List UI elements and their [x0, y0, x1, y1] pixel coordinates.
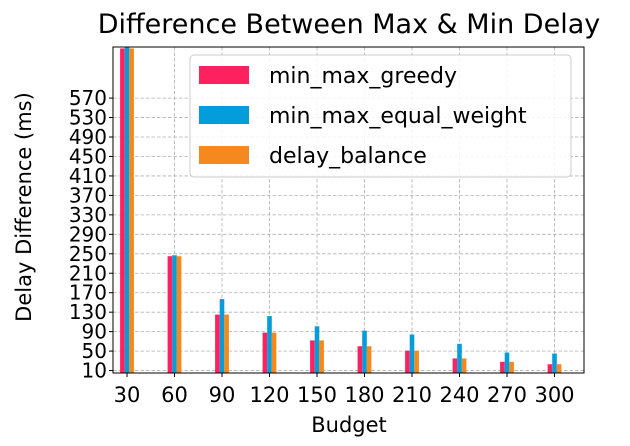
- plot-frame: [112, 46, 585, 374]
- y-tick-label: 370: [69, 183, 107, 207]
- x-axis-label: Budget: [311, 413, 387, 437]
- bar-min_max_greedy: [310, 340, 315, 373]
- bar-delay_balance: [271, 332, 277, 373]
- bar-delay_balance: [319, 340, 324, 373]
- bar-min_max_greedy: [215, 314, 220, 373]
- bar-min_max_equal_weight: [172, 255, 177, 373]
- bar-delay_balance: [366, 346, 372, 373]
- bar-min_max_greedy: [452, 358, 458, 373]
- y-tick-label: 250: [69, 242, 107, 266]
- x-tick-label: 150: [297, 383, 337, 407]
- x-tick-label: 60: [161, 383, 188, 407]
- bar-min_max_equal_weight: [552, 353, 557, 373]
- bar-min_max_equal_weight: [457, 343, 462, 373]
- bar-delay_balance: [414, 350, 419, 373]
- legend-swatch: [199, 106, 249, 124]
- bar-delay_balance: [556, 364, 562, 373]
- bar-min_max_equal_weight: [504, 352, 510, 373]
- bar-delay_balance: [129, 48, 134, 373]
- bar-delay_balance: [224, 314, 229, 373]
- y-axis-label: Delay Difference (ms): [12, 92, 36, 322]
- legend-label: delay_balance: [269, 144, 427, 169]
- bar-min_max_equal_weight: [124, 47, 130, 373]
- x-tick-label: 90: [209, 383, 236, 407]
- x-tick-label: 270: [487, 383, 527, 407]
- y-tick-label: 10: [82, 359, 107, 383]
- y-tick-label: 210: [69, 261, 107, 285]
- x-tick-label: 120: [249, 383, 289, 407]
- legend-label: min_max_greedy: [269, 64, 457, 89]
- y-tick-label: 530: [69, 106, 107, 130]
- bar-delay_balance: [461, 358, 467, 373]
- bar-min_max_greedy: [405, 350, 410, 373]
- bar-min_max_equal_weight: [219, 299, 225, 373]
- bar-min_max_equal_weight: [362, 330, 367, 373]
- y-tick-label: 170: [69, 281, 107, 305]
- bar-min_max_greedy: [167, 256, 173, 373]
- bar-min_max_greedy: [547, 364, 553, 373]
- bar-min_max_equal_weight: [267, 316, 272, 373]
- y-tick-label: 290: [69, 222, 107, 246]
- bar-min_max_equal_weight: [314, 326, 320, 373]
- bar-min_max_equal_weight: [409, 334, 415, 373]
- y-tick-label: 50: [82, 339, 107, 363]
- bar-delay_balance: [509, 361, 514, 373]
- x-tick-label: 30: [114, 383, 141, 407]
- legend-swatch: [199, 66, 249, 84]
- bar-min_max_greedy: [500, 361, 505, 373]
- axis-ticks: 1050901301702102502903303704104504905305…: [69, 86, 575, 407]
- bar-min_max_greedy: [357, 346, 363, 373]
- x-tick-label: 180: [344, 383, 384, 407]
- x-tick-label: 210: [392, 383, 432, 407]
- x-tick-label: 240: [439, 383, 479, 407]
- bar-min_max_greedy: [120, 48, 125, 373]
- y-tick-label: 410: [69, 164, 107, 188]
- y-tick-label: 490: [69, 125, 107, 149]
- legend-label: min_max_equal_weight: [269, 104, 527, 129]
- y-tick-label: 330: [69, 203, 107, 227]
- y-tick-label: 130: [69, 300, 107, 324]
- chart-title: Difference Between Max & Min Delay: [98, 9, 600, 40]
- y-tick-label: 450: [69, 144, 107, 168]
- bars: [120, 47, 562, 373]
- bar-delay_balance: [176, 256, 182, 373]
- y-tick-label: 90: [82, 320, 107, 344]
- legend-box: [189, 54, 572, 178]
- legend-swatch: [199, 146, 249, 164]
- legend: min_max_greedy min_max_equal_weight delay_…: [189, 54, 572, 178]
- y-tick-label: 570: [69, 86, 107, 110]
- x-tick-label: 300: [534, 383, 574, 407]
- bar-min_max_greedy: [262, 332, 268, 373]
